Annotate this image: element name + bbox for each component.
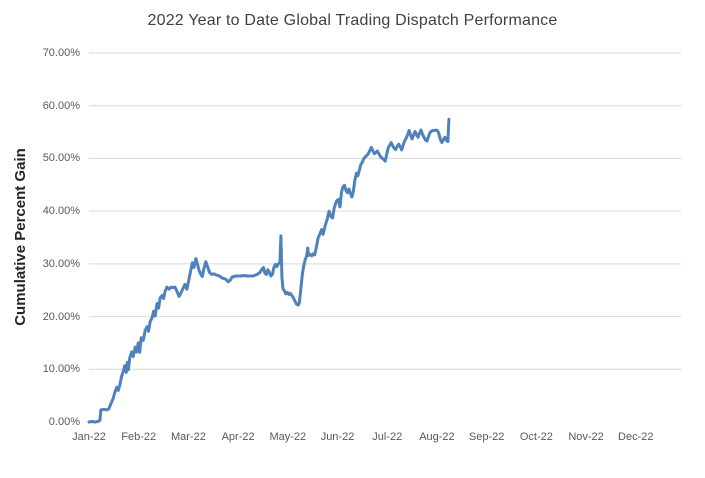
y-tick-label: 50.00% [42, 152, 80, 165]
x-tick-label: Feb-22 [121, 431, 157, 443]
y-tick-label: 0.00% [48, 416, 80, 428]
chart-title: 2022 Year to Date Global Trading Dispatc… [147, 12, 558, 29]
y-tick-label: 40.00% [42, 205, 80, 218]
x-tick-label: Apr-22 [221, 431, 255, 443]
x-tick-label: Oct-22 [519, 431, 553, 443]
x-tick-label: Jul-22 [372, 431, 403, 443]
performance-line [87, 117, 451, 424]
x-tick-label: Dec-22 [618, 431, 654, 443]
x-tick-label: Jan-22 [72, 431, 106, 443]
y-tick-label: 70.00% [42, 47, 80, 59]
y-tick-label: 60.00% [42, 99, 80, 112]
x-tick-label: Aug-22 [419, 431, 455, 443]
y-tick-label: 20.00% [42, 310, 80, 323]
x-tick-label: Mar-22 [170, 431, 206, 443]
x-tick-label: Nov-22 [568, 431, 604, 443]
y-tick-label: 10.00% [42, 363, 80, 376]
x-tick-label: Jun-22 [320, 431, 355, 443]
x-tick-label: Sep-22 [468, 431, 505, 443]
y-tick-label: 30.00% [42, 257, 80, 270]
x-tick-label: May-22 [269, 431, 307, 443]
